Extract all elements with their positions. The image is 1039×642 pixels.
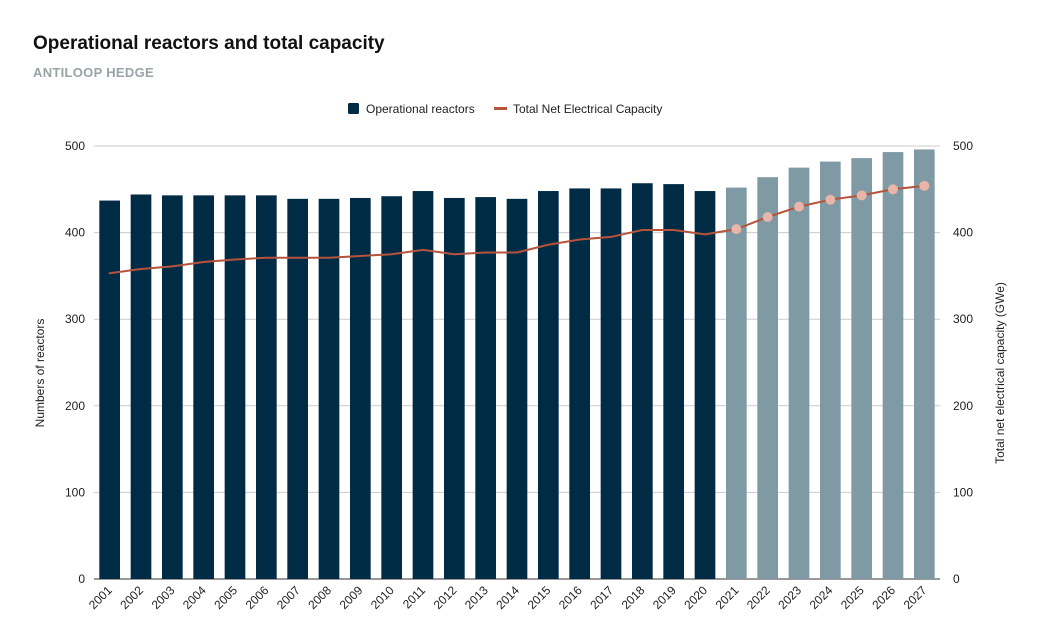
x-axis-tick-label: 2024 bbox=[807, 583, 836, 612]
bar bbox=[443, 197, 465, 579]
bar bbox=[694, 191, 716, 580]
legend-swatch-operational-reactors bbox=[348, 103, 359, 114]
x-axis-tick-label: 2026 bbox=[869, 583, 898, 612]
bar bbox=[130, 194, 152, 579]
chart-subtitle: ANTILOOP HEDGE bbox=[33, 65, 154, 80]
bar bbox=[788, 167, 810, 579]
x-axis-tick-label: 2001 bbox=[86, 583, 115, 612]
y-axis-right-tick-label: 500 bbox=[953, 139, 973, 153]
bar bbox=[600, 188, 622, 579]
y-axis-right-tick-label: 100 bbox=[953, 485, 973, 499]
x-axis-tick-label: 2012 bbox=[431, 583, 460, 612]
capacity-point bbox=[762, 212, 773, 223]
bar bbox=[99, 200, 121, 580]
x-axis-tick-label: 2006 bbox=[243, 583, 272, 612]
x-axis-tick-label: 2018 bbox=[619, 583, 648, 612]
x-axis-tick-label: 2015 bbox=[525, 583, 554, 612]
y-axis-right-label: Total net electrical capacity (GWe) bbox=[993, 282, 1007, 464]
bar bbox=[882, 152, 904, 579]
bar bbox=[224, 195, 246, 579]
y-axis-left-tick-label: 100 bbox=[65, 485, 85, 499]
y-axis-left-tick-label: 300 bbox=[65, 312, 85, 326]
x-axis-tick-label: 2021 bbox=[713, 583, 742, 612]
bar bbox=[475, 197, 497, 579]
bar bbox=[255, 195, 277, 579]
y-axis-right-tick-label: 300 bbox=[953, 312, 973, 326]
x-axis-tick-label: 2022 bbox=[744, 583, 773, 612]
bar bbox=[913, 149, 935, 580]
x-axis-tick-label: 2005 bbox=[211, 583, 240, 612]
y-axis-left-tick-label: 500 bbox=[65, 139, 85, 153]
bar bbox=[193, 195, 215, 579]
bar bbox=[537, 191, 559, 580]
y-axis-left-label: Numbers of reactors bbox=[33, 319, 47, 428]
bar bbox=[161, 195, 183, 579]
capacity-line bbox=[108, 184, 926, 275]
bar bbox=[349, 197, 371, 579]
x-axis-tick-label: 2016 bbox=[556, 583, 585, 612]
y-axis-right-tick-label: 0 bbox=[953, 572, 960, 586]
x-axis-tick-label: 2011 bbox=[400, 583, 428, 611]
capacity-point bbox=[731, 224, 742, 235]
x-axis-tick-label: 2017 bbox=[587, 583, 616, 612]
x-axis-tick-label: 2023 bbox=[775, 583, 804, 612]
x-axis-tick-label: 2013 bbox=[462, 583, 491, 612]
capacity-point bbox=[825, 194, 836, 205]
x-axis-tick-label: 2025 bbox=[838, 583, 867, 612]
bars bbox=[99, 149, 935, 580]
x-axis-tick-label: 2002 bbox=[117, 583, 146, 612]
bar bbox=[663, 184, 685, 579]
bar bbox=[631, 183, 653, 579]
y-axis-right-tick-label: 400 bbox=[953, 226, 973, 240]
capacity-point bbox=[794, 201, 804, 212]
x-axis-tick-label: 2003 bbox=[149, 583, 178, 612]
chart-title: Operational reactors and total capacity bbox=[33, 33, 385, 54]
bar bbox=[287, 198, 309, 580]
x-axis-tick-label: 2008 bbox=[305, 583, 334, 612]
x-axis-tick-label: 2027 bbox=[901, 583, 930, 612]
x-axis-tick-label: 2009 bbox=[337, 583, 366, 612]
y-axis-left-tick-label: 0 bbox=[78, 572, 85, 586]
capacity-line-group bbox=[108, 180, 930, 275]
capacity-point bbox=[856, 190, 867, 201]
bar bbox=[819, 161, 841, 579]
bar bbox=[318, 198, 340, 580]
bar bbox=[757, 177, 779, 579]
x-axis-tick-label: 2007 bbox=[274, 583, 303, 612]
x-axis-tick-label: 2014 bbox=[493, 583, 522, 612]
y-axis-right-tick-label: 200 bbox=[953, 399, 973, 413]
bar bbox=[725, 187, 747, 579]
bar bbox=[381, 196, 403, 579]
x-axis-tick-label: 2004 bbox=[180, 583, 209, 612]
legend: Operational reactors Total Net Electrica… bbox=[348, 102, 662, 116]
x-axis-tick-label: 2010 bbox=[368, 583, 397, 612]
legend-label-total-net-electrical-capacity: Total Net Electrical Capacity bbox=[513, 102, 662, 116]
bar bbox=[851, 158, 873, 579]
y-axis-left-tick-label: 400 bbox=[65, 226, 85, 240]
x-axis-tick-label: 2019 bbox=[650, 583, 679, 612]
capacity-point bbox=[888, 184, 898, 195]
legend-label-operational-reactors: Operational reactors bbox=[366, 102, 475, 116]
x-axis-tick-label: 2020 bbox=[681, 583, 710, 612]
bar bbox=[412, 191, 434, 580]
capacity-point bbox=[919, 180, 930, 191]
bar bbox=[569, 188, 591, 579]
y-axis-left-tick-label: 200 bbox=[65, 399, 85, 413]
bar bbox=[506, 198, 528, 580]
